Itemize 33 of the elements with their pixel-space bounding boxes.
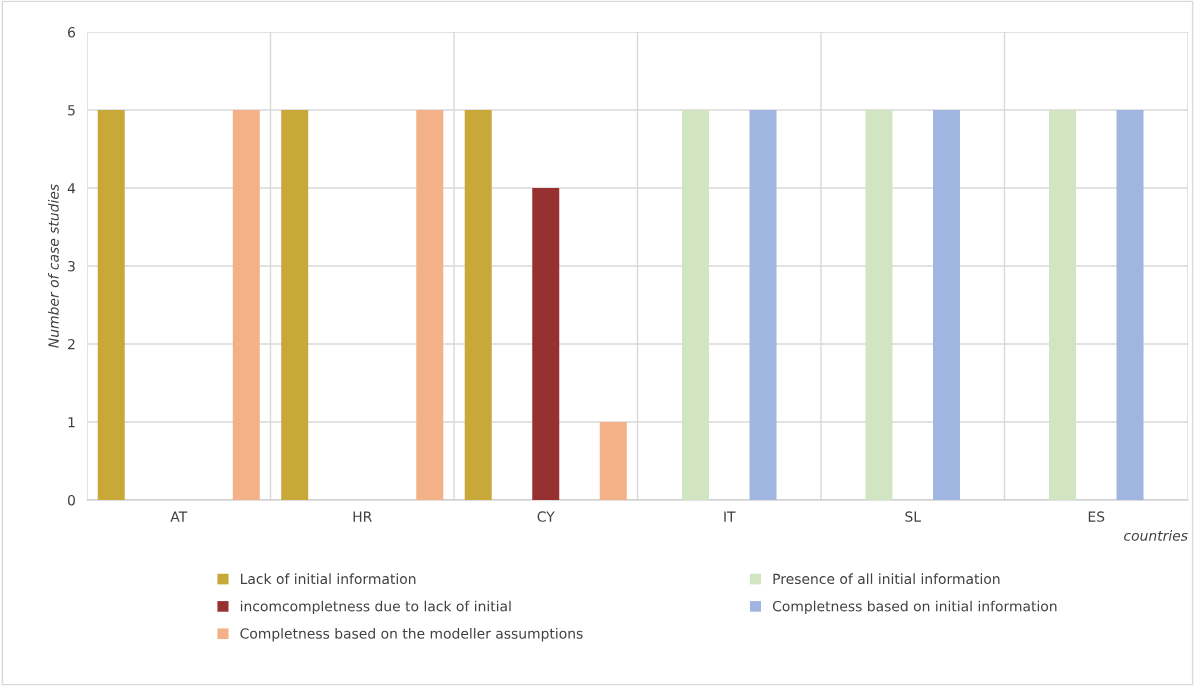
x-tick-label: ES: [1088, 511, 1105, 522]
bar: [464, 110, 492, 500]
bar: [599, 422, 627, 500]
bar: [865, 110, 893, 500]
x-tick-label: HR: [353, 511, 372, 522]
legend-label: Presence of all initial information: [773, 573, 1000, 585]
legend-label: Lack of initial information: [240, 573, 416, 585]
x-tick-label: CY: [537, 511, 555, 522]
bar: [749, 110, 777, 500]
bar: [532, 188, 560, 500]
bar: [1048, 110, 1076, 500]
x-tick-label: SL: [905, 511, 921, 522]
bar: [97, 110, 125, 500]
y-axis-title: Number of case studies: [48, 184, 59, 348]
y-tick-label: 5: [68, 105, 75, 116]
legend-label: incomcompletness due to lack of initial: [240, 600, 511, 615]
bar: [681, 110, 709, 500]
legend-label: Completness based on the modeller assumptions: [240, 628, 583, 642]
bar: [281, 110, 309, 500]
bar: [1116, 110, 1144, 500]
y-tick-label: 6: [68, 26, 76, 38]
bar: [416, 110, 444, 500]
y-tick-label: 0: [67, 494, 75, 506]
x-tick-label: IT: [724, 511, 736, 522]
x-tick-label: AT: [170, 511, 188, 522]
y-tick-label: 4: [67, 183, 76, 194]
bar: [933, 110, 961, 500]
y-tick-label: 2: [68, 338, 75, 350]
y-tick-label: 1: [68, 417, 75, 428]
y-tick-label: 3: [68, 260, 75, 272]
x-axis-title: countries: [1124, 530, 1188, 541]
bar: [232, 110, 260, 500]
legend-label: Completness based on initial information: [772, 600, 1057, 615]
